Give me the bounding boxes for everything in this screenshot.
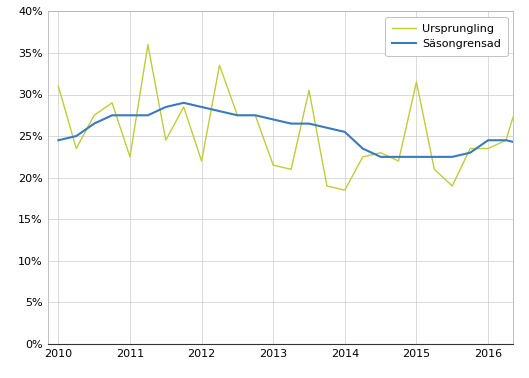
Säsongrensad (216, 109, 223, 113)
Ursprungling (324, 184, 330, 188)
Ursprungling (485, 146, 491, 151)
Ursprungling (270, 163, 276, 167)
Ursprungling (360, 155, 366, 159)
Ursprungling (342, 188, 348, 192)
Säsongrensad (234, 113, 241, 118)
Säsongrensad (55, 138, 61, 143)
Säsongrensad (198, 105, 205, 109)
Säsongrensad (360, 146, 366, 151)
Ursprungling (378, 150, 384, 155)
Säsongrensad (162, 105, 169, 109)
Ursprungling (91, 113, 97, 118)
Säsongrensad (73, 134, 79, 138)
Ursprungling (467, 146, 473, 151)
Ursprungling (449, 184, 455, 188)
Säsongrensad (145, 113, 151, 118)
Line: Ursprungling: Ursprungling (58, 45, 529, 190)
Säsongrensad (306, 121, 312, 126)
Säsongrensad (431, 155, 437, 159)
Ursprungling (521, 80, 527, 84)
Line: Säsongrensad: Säsongrensad (58, 103, 529, 157)
Ursprungling (395, 159, 402, 163)
Ursprungling (306, 88, 312, 93)
Ursprungling (216, 63, 223, 68)
Säsongrensad (288, 121, 294, 126)
Ursprungling (234, 113, 241, 118)
Säsongrensad (449, 155, 455, 159)
Ursprungling (252, 113, 259, 118)
Ursprungling (162, 138, 169, 143)
Säsongrensad (127, 113, 133, 118)
Säsongrensad (109, 113, 115, 118)
Säsongrensad (270, 117, 276, 122)
Säsongrensad (413, 155, 419, 159)
Säsongrensad (467, 150, 473, 155)
Säsongrensad (395, 155, 402, 159)
Ursprungling (503, 138, 509, 143)
Ursprungling (413, 80, 419, 84)
Legend: Ursprungling, Säsongrensad: Ursprungling, Säsongrensad (385, 17, 507, 56)
Säsongrensad (324, 125, 330, 130)
Ursprungling (55, 84, 61, 88)
Säsongrensad (503, 138, 509, 143)
Ursprungling (431, 167, 437, 172)
Säsongrensad (252, 113, 259, 118)
Ursprungling (109, 101, 115, 105)
Säsongrensad (378, 155, 384, 159)
Ursprungling (127, 155, 133, 159)
Ursprungling (198, 159, 205, 163)
Säsongrensad (342, 130, 348, 134)
Ursprungling (145, 42, 151, 47)
Säsongrensad (521, 142, 527, 147)
Säsongrensad (485, 138, 491, 143)
Ursprungling (288, 167, 294, 172)
Ursprungling (73, 146, 79, 151)
Säsongrensad (180, 101, 187, 105)
Ursprungling (180, 105, 187, 109)
Säsongrensad (91, 121, 97, 126)
